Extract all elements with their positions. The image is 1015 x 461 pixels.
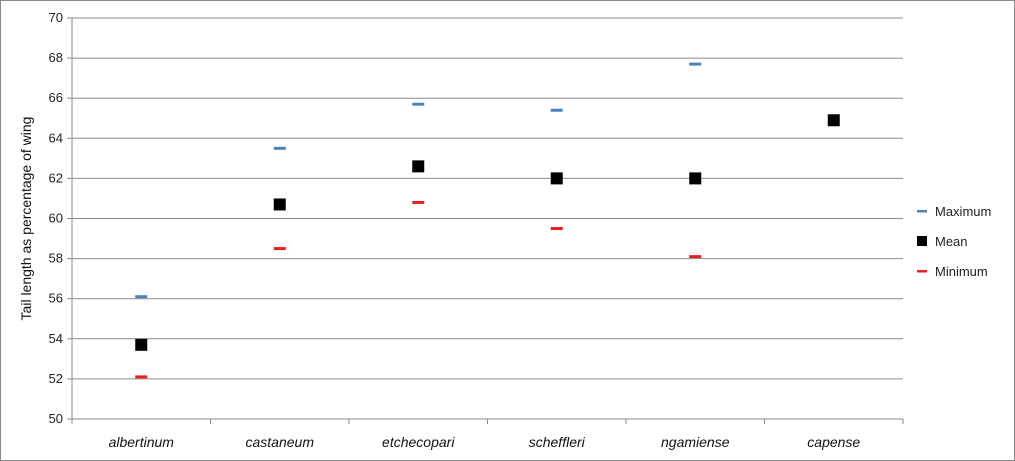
legend-label-mean: Mean: [935, 234, 968, 249]
maximum-point: [273, 146, 286, 150]
y-tick-label: 64: [49, 130, 63, 145]
x-category-label: capense: [807, 434, 860, 450]
y-axis-label: Tail length as percentage of wing: [18, 117, 34, 321]
mean-point: [827, 114, 840, 127]
mean-point: [550, 172, 563, 185]
x-category-label: albertinum: [109, 434, 175, 450]
minimum-point: [273, 247, 286, 251]
legend-swatch-minimum: [917, 270, 927, 273]
y-tick-label: 56: [49, 291, 63, 306]
maximum-point: [550, 108, 563, 112]
maximum-point: [689, 62, 702, 66]
y-tick-label: 70: [49, 10, 63, 25]
y-tick-label: 62: [49, 170, 63, 185]
maximum-point: [135, 295, 148, 299]
x-category-label: castaneum: [246, 434, 315, 450]
x-category-labels: albertinum castaneum etchecopari scheffleri…: [109, 434, 861, 450]
legend-label-minimum: Minimum: [935, 264, 988, 279]
minimum-point: [689, 255, 702, 259]
y-tick-label: 50: [49, 411, 63, 426]
mean-point: [135, 338, 148, 351]
grid-lines: [67, 17, 904, 424]
minimum-point: [550, 227, 563, 231]
y-tick-label: 58: [49, 251, 63, 266]
data-marks: [135, 62, 840, 379]
x-category-label: ngamiense: [661, 434, 730, 450]
y-tick-label: 60: [49, 211, 63, 226]
y-tick-label: 54: [49, 331, 63, 346]
x-category-label: scheffleri: [529, 434, 586, 450]
mean-point: [412, 160, 425, 173]
maximum-point: [412, 102, 425, 106]
x-category-label: etchecopari: [382, 434, 455, 450]
y-tick-labels: 50 52 54 56 58 60 62 64 66 68 70: [49, 10, 63, 426]
legend-swatch-mean: [917, 236, 927, 246]
y-tick-label: 68: [49, 50, 63, 65]
mean-point: [273, 198, 286, 211]
legend: Maximum Mean Minimum: [917, 204, 991, 279]
mean-point: [689, 172, 702, 185]
minimum-point: [135, 375, 148, 379]
legend-label-maximum: Maximum: [935, 204, 991, 219]
minimum-point: [412, 200, 425, 204]
legend-swatch-maximum: [917, 210, 927, 213]
y-tick-label: 52: [49, 371, 63, 386]
y-tick-label: 66: [49, 90, 63, 105]
